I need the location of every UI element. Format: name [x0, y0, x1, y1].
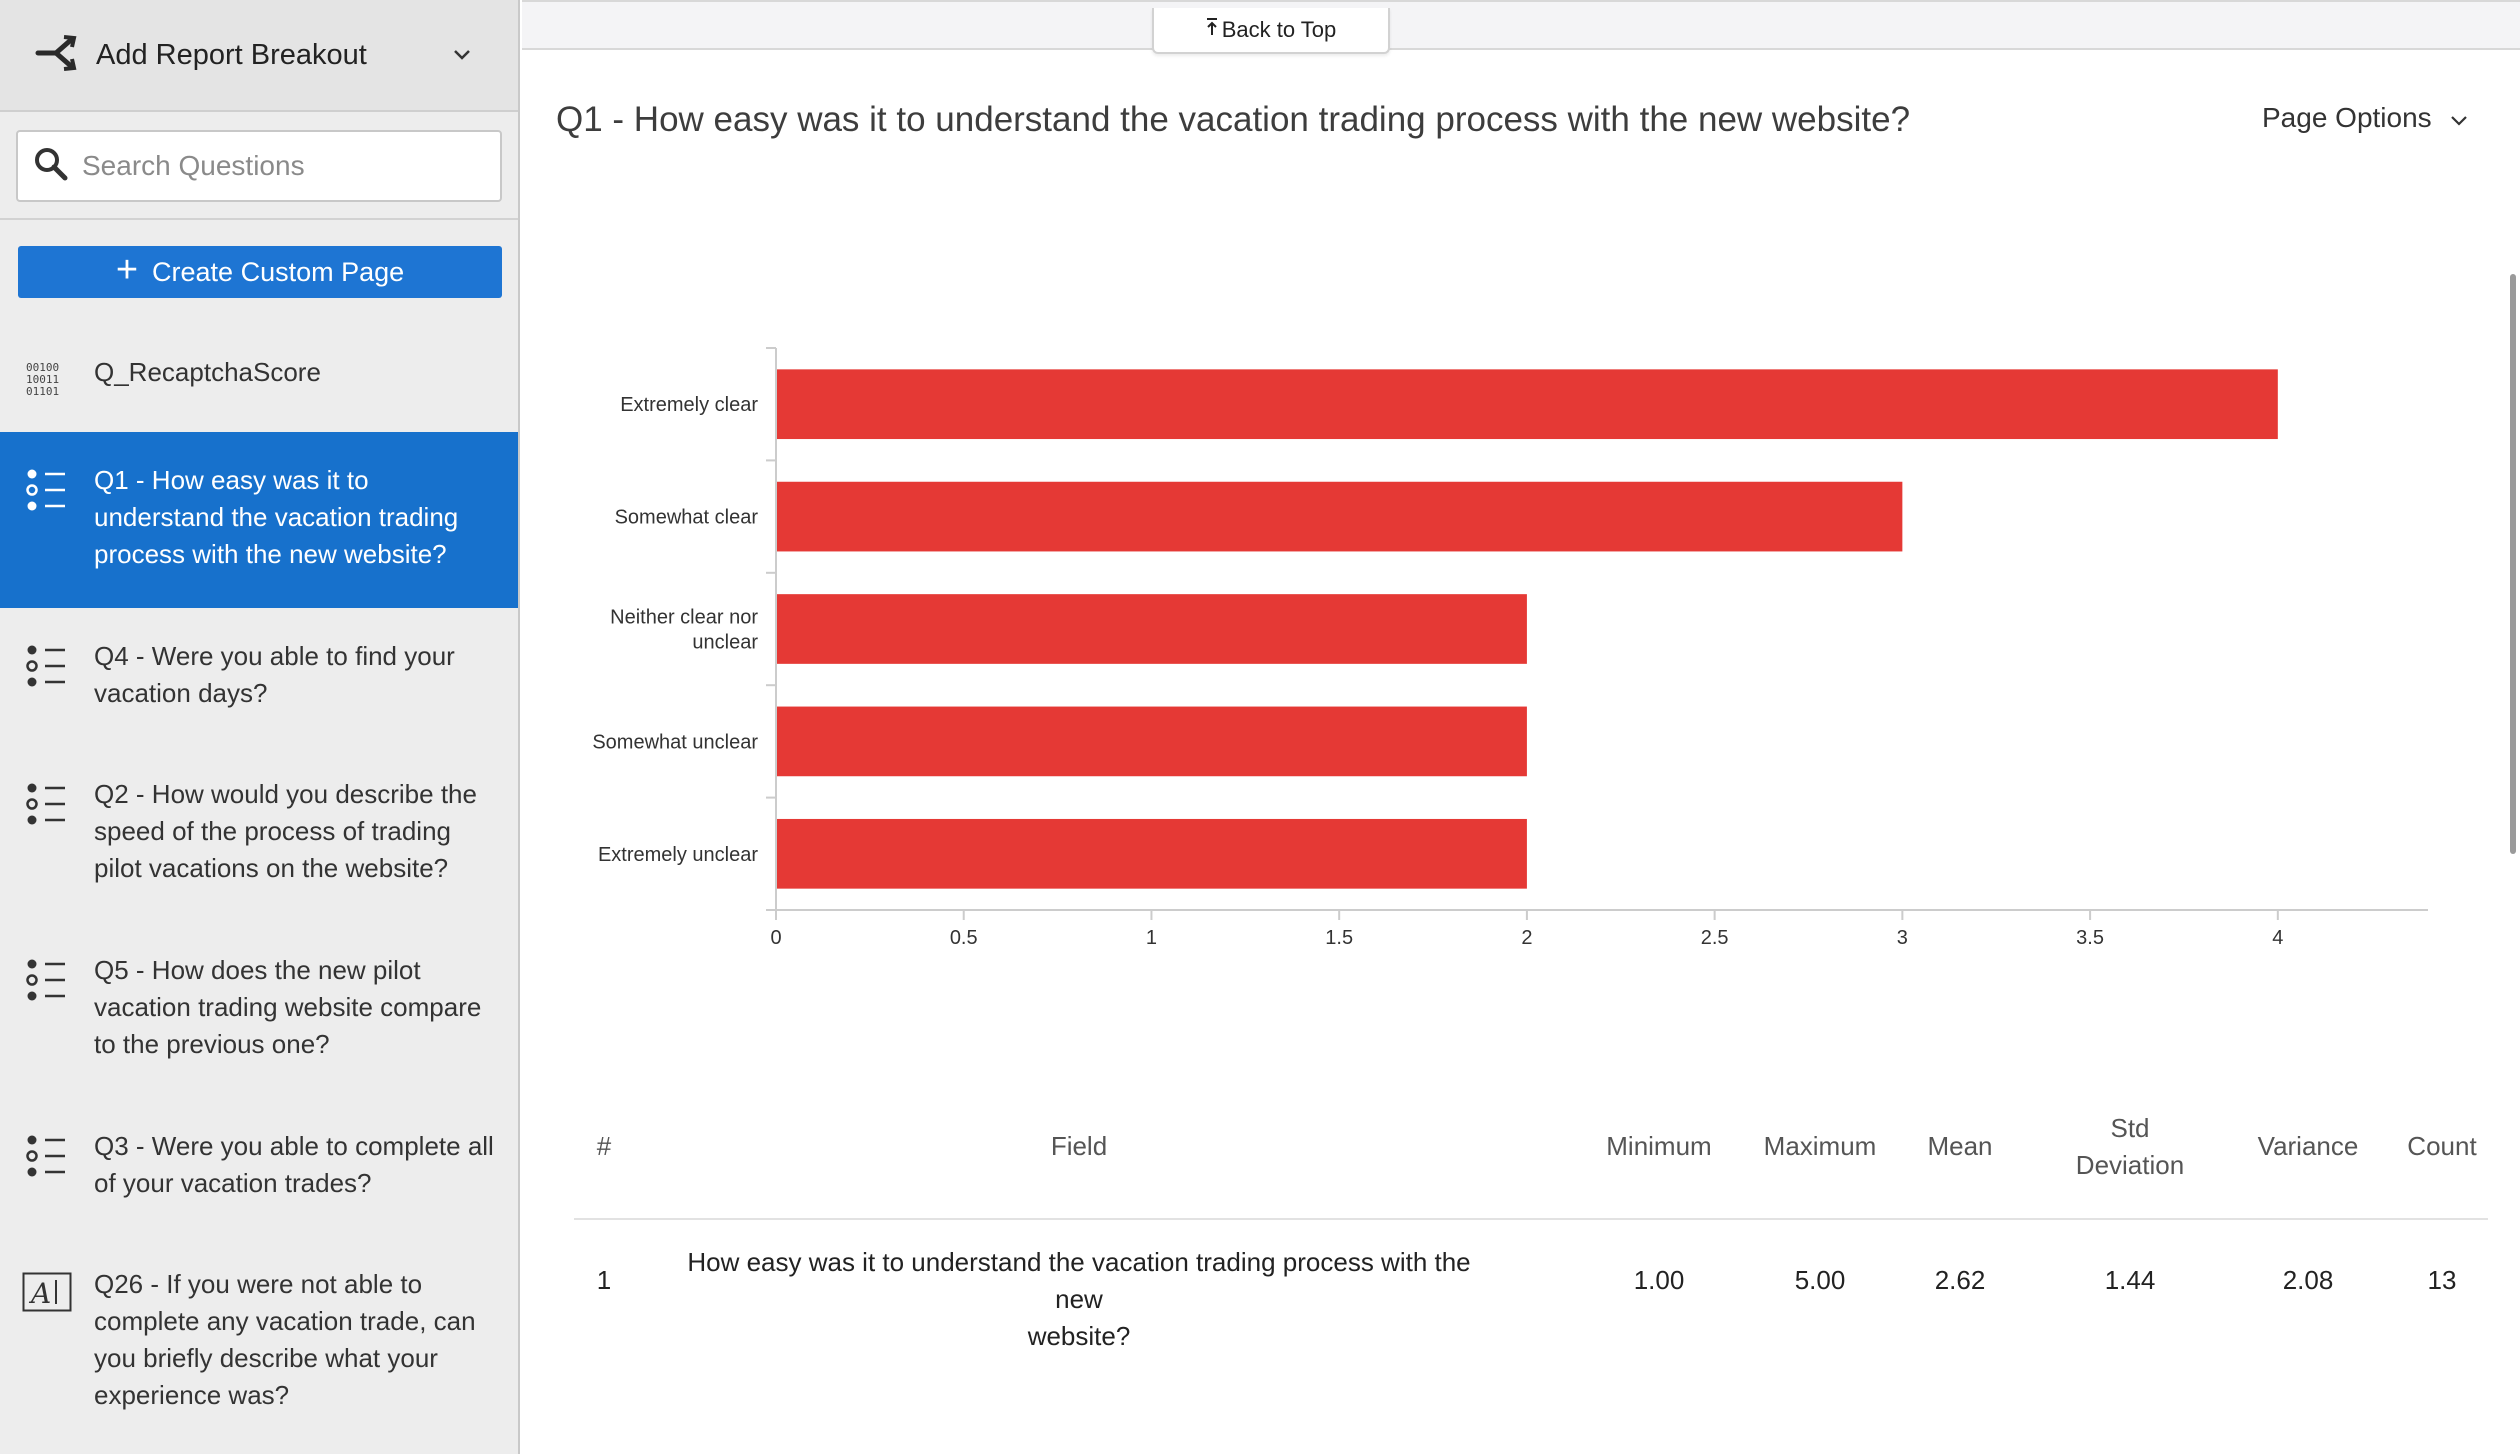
header-variance: Variance [2257, 1131, 2359, 1161]
page-title: Q1 - How easy was it to understand the v… [556, 100, 1911, 139]
x-tick-label: 1.5 [1325, 927, 1353, 949]
header-num: # [596, 1131, 612, 1161]
cell-variance: 2.08 [2282, 1265, 2334, 1295]
back-to-top-label: Back to Top [1221, 17, 1337, 42]
category-label-2: Neither clear nor [610, 607, 758, 629]
search-icon [34, 147, 68, 186]
category-label-0: Extremely clear [620, 394, 758, 416]
cell-std-deviation: 1.44 [2104, 1265, 2156, 1295]
sidebar-item-q2[interactable]: Q2 - How would you describe the speed of… [0, 746, 518, 922]
multiple-choice-icon [0, 638, 94, 746]
top-bar [522, 0, 2520, 50]
chevron-down-icon[interactable] [432, 49, 492, 61]
x-tick-label: 3 [1897, 927, 1908, 949]
sidebar-item-label: Q5 - How does the new pilot vacation tra… [94, 955, 482, 1059]
sidebar: Add Report Breakout + Create Custom Page… [0, 0, 520, 1454]
cell-field: How easy was it to understand the vacati… [684, 1244, 1474, 1355]
sidebar-item-recaptcha[interactable]: 00100 10011 01101 Q_RecaptchaScore [0, 322, 518, 432]
multiple-choice-icon [0, 1128, 94, 1236]
arrow-up-icon [1206, 17, 1218, 43]
svg-text:10011: 10011 [26, 373, 59, 386]
cell-count: 13 [2427, 1265, 2457, 1295]
chart-canvas: Extremely clear Somewhat clear Neither cle… [592, 347, 2428, 949]
search-area [0, 112, 518, 220]
back-to-top-button[interactable]: Back to Top [1152, 8, 1390, 54]
sidebar-item-label: Q1 - How easy was it to understand the v… [94, 465, 459, 569]
multiple-choice-icon [0, 952, 94, 1098]
x-tick-label: 4 [2272, 927, 2283, 949]
multiple-choice-icon [0, 776, 94, 922]
bar-2 [777, 594, 1527, 664]
sidebar-item-label: Q_RecaptchaScore [94, 357, 321, 387]
bar-1 [777, 481, 1903, 552]
category-label-4: Extremely unclear [598, 844, 758, 866]
search-box[interactable] [16, 130, 502, 202]
cell-num: 1 [596, 1265, 612, 1295]
header-maximum: Maximum [1763, 1131, 1877, 1161]
bar-4 [777, 818, 1527, 889]
sidebar-item-q5[interactable]: Q5 - How does the new pilot vacation tra… [0, 922, 518, 1098]
category-label-2: unclear [692, 632, 758, 654]
header-minimum: Minimum [1606, 1131, 1712, 1161]
create-custom-page-button[interactable]: + Create Custom Page [18, 246, 502, 298]
sidebar-item-q3[interactable]: Q3 - Were you able to complete all of yo… [0, 1098, 518, 1236]
bar-0 [777, 369, 2278, 440]
sidebar-item-q4[interactable]: Q4 - Were you able to find your vacation… [0, 608, 518, 746]
x-tick-label: 0 [770, 927, 781, 949]
binary-icon: 00100 10011 01101 [0, 354, 94, 432]
svg-text:01101: 01101 [26, 385, 59, 398]
sidebar-item-q26[interactable]: A Q26 - If you were not able to complete… [0, 1236, 518, 1454]
sidebar-item-label: Q3 - Were you able to complete all of yo… [94, 1131, 494, 1198]
header-std-line1: Std [2110, 1113, 2150, 1143]
sidebar-item-label: Q26 - If you were not able to complete a… [94, 1269, 476, 1410]
create-custom-page-label: Create Custom Page [152, 256, 405, 287]
svg-text:A: A [28, 1277, 51, 1310]
x-tick-label: 2.5 [1701, 927, 1729, 949]
page-options-dropdown[interactable]: Page Options [2262, 102, 2468, 134]
svg-text:00100: 00100 [26, 361, 59, 374]
add-report-breakout-button[interactable]: Add Report Breakout [0, 0, 518, 112]
breakout-label: Add Report Breakout [96, 38, 367, 71]
header-std-line2: Deviation [2075, 1150, 2185, 1180]
sidebar-item-label: Q2 - How would you describe the speed of… [94, 779, 477, 883]
x-tick-label: 0.5 [950, 927, 978, 949]
cell-field-line1: How easy was it to understand the vacati… [687, 1247, 1471, 1314]
text-entry-icon: A [0, 1266, 94, 1454]
cell-maximum: 5.00 [1794, 1265, 1846, 1295]
multiple-choice-icon [0, 462, 94, 608]
breakout-icon [34, 33, 78, 78]
cell-mean: 2.62 [1934, 1265, 1986, 1295]
chevron-down-icon [2432, 102, 2468, 134]
table-divider [574, 1218, 2488, 1220]
page-options-label: Page Options [2262, 102, 2432, 133]
scrollbar[interactable] [2510, 274, 2516, 854]
cell-minimum: 1.00 [1633, 1265, 1685, 1295]
category-label-3: Somewhat unclear [592, 731, 758, 753]
plus-icon: + [115, 249, 139, 291]
bar-3 [777, 706, 1527, 777]
header-field: Field [1050, 1131, 1108, 1161]
header-std-deviation: Std Deviation [2040, 1110, 2220, 1184]
x-tick-label: 2 [1521, 927, 1532, 949]
x-tick-label: 3.5 [2076, 927, 2104, 949]
category-label-1: Somewhat clear [615, 507, 759, 529]
sidebar-item-label: Q4 - Were you able to find your vacation… [94, 641, 455, 708]
search-input[interactable] [82, 150, 500, 182]
sidebar-item-q1[interactable]: Q1 - How easy was it to understand the v… [0, 432, 518, 608]
header-mean: Mean [1927, 1131, 1993, 1161]
cell-field-line2: website? [1027, 1321, 1131, 1351]
bar-chart: Extremely clear Somewhat clear Neither cle… [560, 330, 2460, 970]
header-count: Count [2407, 1131, 2477, 1161]
x-tick-label: 1 [1146, 927, 1157, 949]
